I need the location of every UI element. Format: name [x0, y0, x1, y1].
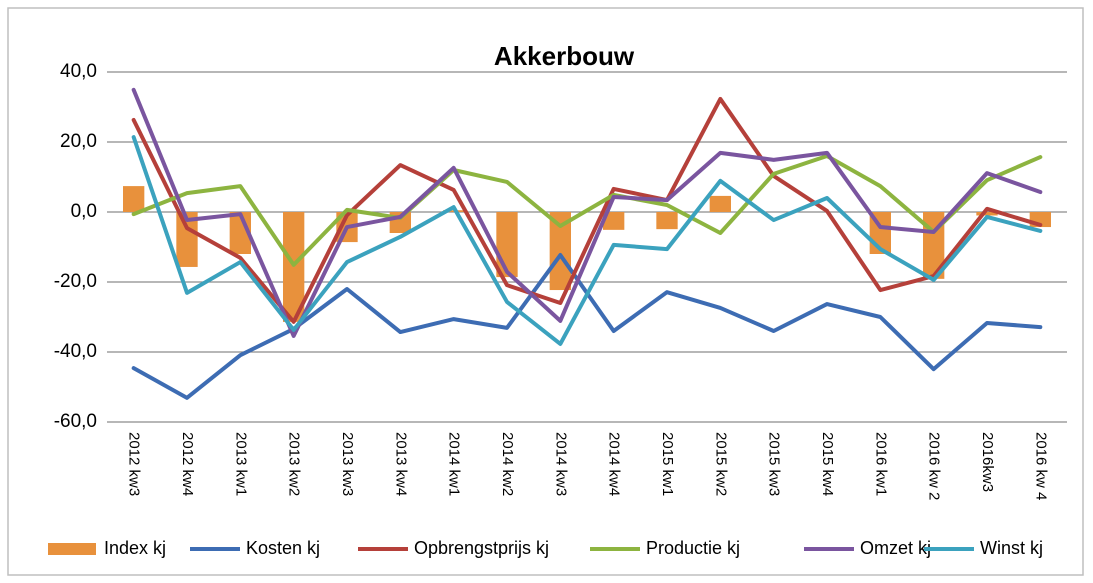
y-tick-label: -60,0 — [54, 411, 97, 432]
y-tick-label: 0,0 — [71, 201, 97, 222]
bar — [549, 212, 571, 291]
x-tick-label: 2013 kw2 — [286, 432, 303, 496]
legend-label: Opbrengstprijs kj — [414, 538, 549, 558]
x-tick-label: 2013 kw1 — [232, 432, 249, 496]
x-tick-label: 2014 kw4 — [606, 432, 623, 496]
x-tick-label: 2012 kw4 — [179, 432, 196, 496]
x-tick-label: 2013 kw4 — [392, 432, 409, 496]
x-tick-label: 2015 kw2 — [712, 432, 729, 496]
legend-label: Index kj — [104, 538, 166, 558]
chart-border — [7, 7, 1084, 576]
x-tick-label: 2015 kw3 — [766, 432, 783, 496]
line — [131, 154, 1043, 267]
y-tick-label: -20,0 — [54, 271, 97, 292]
bar — [123, 186, 145, 212]
x-tick-label: 2014 kw3 — [552, 432, 569, 496]
y-tick-label: -40,0 — [54, 341, 97, 362]
x-tick-label: 2016 kw 4 — [1032, 432, 1049, 500]
y-tick-label: 20,0 — [60, 131, 97, 152]
chart-title: Akkerbouw — [494, 41, 635, 71]
x-tick-label: 2014 kw1 — [446, 432, 463, 496]
legend-label: Omzet kj — [860, 538, 931, 558]
legend-label: Productie kj — [646, 538, 740, 558]
bar — [709, 195, 731, 212]
x-tick-label: 2014 kw2 — [499, 432, 516, 496]
bar — [283, 212, 305, 322]
bar — [603, 212, 625, 230]
legend-label: Kosten kj — [246, 538, 320, 558]
x-tick-label: 2016 kw 2 — [926, 432, 943, 500]
legend-label: Winst kj — [980, 538, 1043, 558]
bar — [496, 212, 518, 278]
line — [131, 135, 1043, 346]
x-tick-label: 2016 kw1 — [872, 432, 889, 496]
x-tick-label: 2016kw3 — [979, 432, 996, 492]
x-tick-label: 2015 kw4 — [819, 432, 836, 496]
x-tick-label: 2012 kw3 — [126, 432, 143, 496]
x-tick-label: 2013 kw3 — [339, 432, 356, 496]
y-tick-label: 40,0 — [60, 61, 97, 82]
x-tick-label: 2015 kw1 — [659, 432, 676, 496]
bar — [976, 212, 998, 216]
bar — [176, 212, 198, 267]
bar — [656, 212, 678, 230]
legend-swatch — [48, 543, 96, 555]
